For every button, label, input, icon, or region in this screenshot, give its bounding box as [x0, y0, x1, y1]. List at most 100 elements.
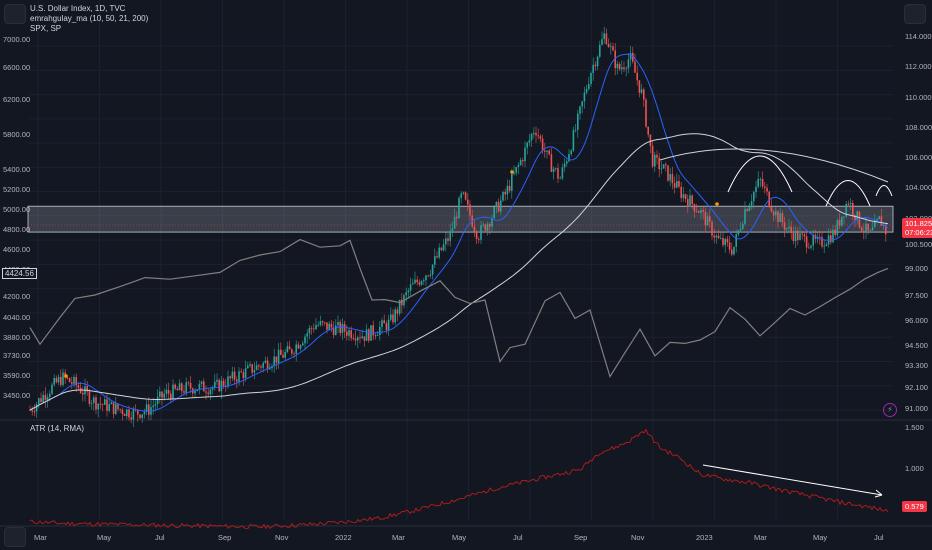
candle-body — [379, 327, 381, 336]
candle-body — [163, 393, 165, 398]
candle-body — [882, 225, 885, 227]
candle-body — [209, 389, 212, 395]
candle-body — [792, 233, 795, 241]
candle-body — [429, 274, 432, 276]
candle-body — [451, 228, 454, 231]
candle-body — [757, 179, 759, 187]
candle-body — [286, 346, 289, 353]
candle-body — [475, 231, 478, 240]
compare-symbol-label[interactable]: SPX, SP — [30, 24, 62, 33]
candle-body — [405, 292, 407, 296]
candle-body — [790, 226, 792, 234]
candle-body — [214, 381, 216, 388]
arc-right — [875, 185, 893, 197]
candle-body — [462, 192, 465, 194]
candle-body — [878, 216, 880, 220]
candle-body — [704, 211, 707, 226]
candle-body — [49, 393, 51, 397]
left-axis-label: 3450.00 — [3, 391, 30, 400]
left-axis-label: 4200.00 — [3, 292, 30, 301]
candle-body — [187, 382, 190, 384]
candle-body — [676, 181, 678, 188]
candle-body — [684, 194, 687, 200]
candle-body — [88, 391, 91, 404]
lightning-icon[interactable]: ⚡ — [883, 403, 897, 417]
candle-body — [445, 238, 447, 245]
top-left-menu-button[interactable] — [4, 4, 26, 24]
candle-body — [546, 150, 548, 152]
candle-body — [491, 218, 493, 227]
candle-body — [755, 186, 757, 193]
candle-body — [112, 402, 115, 415]
candle-body — [304, 336, 306, 344]
main-symbol-label[interactable]: U.S. Dollar Index, 1D, TVC — [30, 4, 126, 13]
candle-body — [101, 404, 104, 406]
left-axis-label: 4800.00 — [3, 225, 30, 234]
grid-lines — [28, 0, 893, 520]
candle-body — [647, 126, 649, 135]
atr-indicator-label[interactable]: ATR (14, RMA) — [30, 424, 85, 433]
arc-left-shoulder — [727, 155, 793, 193]
candle-body — [401, 299, 403, 306]
candle-body — [176, 388, 179, 391]
candles — [29, 26, 887, 427]
candle-body — [528, 140, 531, 143]
time-axis-label: Mar — [392, 533, 405, 542]
candle-body — [535, 132, 537, 136]
candle-body — [341, 323, 344, 334]
candle-body — [649, 134, 652, 147]
left-axis-label: 5800.00 — [3, 130, 30, 139]
candle-body — [264, 360, 267, 363]
candle-body — [673, 183, 676, 188]
candle-body — [799, 233, 801, 240]
candle-body — [711, 221, 713, 236]
candle-body — [568, 154, 570, 162]
candle-body — [313, 328, 315, 330]
candle-body — [227, 376, 229, 387]
indicator-label[interactable]: emrahgulay_ma (10, 50, 21, 200) — [30, 14, 149, 23]
candle-body — [865, 223, 867, 232]
candle-body — [592, 64, 594, 74]
time-axis-label: Jul — [513, 533, 523, 542]
candle-body — [456, 216, 458, 219]
candle-body — [680, 186, 682, 198]
candle-body — [478, 239, 480, 240]
candle-body — [145, 404, 148, 412]
candle-body — [233, 371, 236, 380]
candle-body — [775, 211, 777, 216]
candle-body — [330, 323, 333, 328]
candle-body — [392, 314, 394, 323]
candle-body — [858, 211, 861, 228]
candle-body — [695, 211, 698, 213]
candle-body — [691, 195, 693, 204]
bottom-left-button[interactable] — [4, 527, 26, 547]
candle-body — [638, 80, 641, 93]
candle-body — [761, 179, 764, 187]
candle-body — [396, 309, 399, 314]
candle-body — [93, 397, 95, 404]
candle-body — [770, 206, 773, 212]
candle-body — [95, 397, 97, 410]
candle-body — [130, 417, 132, 420]
top-right-menu-button[interactable] — [904, 4, 926, 24]
candle-body — [346, 331, 348, 336]
candle-body — [574, 129, 577, 131]
candle-body — [594, 64, 597, 67]
candle-body — [218, 379, 220, 392]
candle-body — [599, 44, 601, 57]
candle-body — [460, 193, 462, 198]
candle-body — [618, 63, 621, 70]
candle-body — [359, 337, 361, 339]
candle-body — [420, 281, 423, 285]
spx-line — [29, 238, 889, 379]
candle-body — [216, 379, 218, 382]
candle-body — [557, 168, 559, 179]
candle-body — [585, 88, 588, 93]
candle-body — [123, 414, 126, 417]
candle-body — [99, 403, 102, 405]
candle-body — [821, 237, 823, 247]
candle-body — [513, 172, 515, 174]
time-axis-label: Jul — [874, 533, 884, 542]
candle-body — [625, 68, 627, 70]
